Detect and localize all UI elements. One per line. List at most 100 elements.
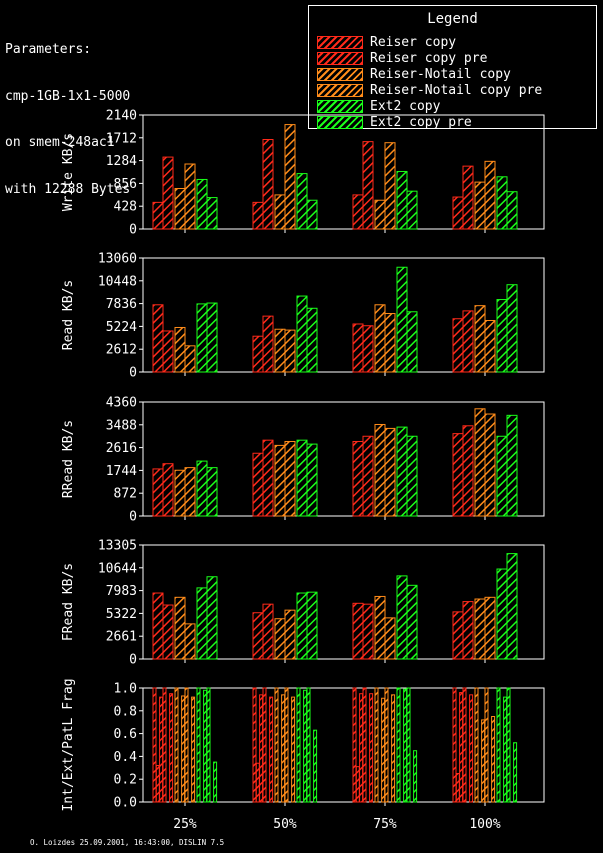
bar xyxy=(262,139,274,230)
bar xyxy=(484,413,496,517)
bar xyxy=(252,335,264,373)
bar xyxy=(506,414,518,517)
legend-swatch xyxy=(317,68,363,81)
bar xyxy=(384,687,389,803)
bar xyxy=(484,687,489,803)
bar xyxy=(496,299,508,373)
bar xyxy=(362,435,374,517)
bar xyxy=(174,188,186,230)
bar xyxy=(396,687,401,803)
bar xyxy=(496,568,508,660)
bar xyxy=(384,427,396,517)
bar xyxy=(406,687,411,803)
bar xyxy=(503,696,508,803)
bar xyxy=(362,603,374,660)
bar xyxy=(206,467,218,517)
bar xyxy=(196,178,208,230)
chart-panel: 0 872 1744 2616 3488 4360 RRead KB/s xyxy=(61,396,545,525)
y-tick-label: 2616 xyxy=(106,441,137,456)
bar xyxy=(391,694,396,803)
bar xyxy=(274,618,286,660)
bar xyxy=(184,345,196,373)
bar xyxy=(396,266,408,373)
bar xyxy=(496,435,508,517)
bar xyxy=(296,592,308,660)
bar xyxy=(284,440,296,517)
bar xyxy=(462,601,474,660)
bar xyxy=(306,199,318,230)
parameters-block: Parameters: cmp-1GB-1x1-5000 on smem-248… xyxy=(5,11,130,213)
chart-panel: 0 2661 5322 7983 10644 13305 FRead KB/s xyxy=(61,539,545,668)
bar xyxy=(474,181,486,230)
bar xyxy=(191,696,196,803)
y-tick-label: 2612 xyxy=(106,343,137,358)
bar xyxy=(274,194,286,230)
legend-item: Ext2 copy pre xyxy=(317,115,472,130)
y-tick-label: 872 xyxy=(114,487,137,502)
y-axis-label: FRead KB/s xyxy=(61,563,76,641)
bar xyxy=(303,689,308,803)
bar xyxy=(155,765,160,803)
x-tick-label: 100% xyxy=(469,817,500,832)
chart-panel: 0 2612 5224 7836 10448 13060 Read KB/s xyxy=(61,252,545,381)
bar xyxy=(181,695,186,803)
bar xyxy=(396,170,408,230)
bar xyxy=(206,197,218,230)
bar xyxy=(262,439,274,517)
bar xyxy=(406,584,418,660)
y-tick-label: 5224 xyxy=(106,320,137,335)
y-axis-label: RRead KB/s xyxy=(61,420,76,498)
bar xyxy=(484,319,496,373)
bar xyxy=(374,199,386,230)
bar xyxy=(452,196,464,230)
bar xyxy=(452,611,464,660)
bar xyxy=(513,742,518,803)
bar xyxy=(369,693,374,803)
y-tick-label: 10448 xyxy=(98,274,137,289)
bar xyxy=(469,694,474,803)
legend-swatch xyxy=(317,52,363,65)
x-tick-label: 75% xyxy=(373,817,397,832)
legend-swatch xyxy=(317,116,363,129)
bar xyxy=(184,163,196,230)
bar xyxy=(169,693,174,803)
bar xyxy=(359,693,364,803)
y-tick-label: 0.2 xyxy=(114,773,137,788)
x-tick-label: 50% xyxy=(273,817,297,832)
bar xyxy=(184,687,189,803)
bar xyxy=(174,469,186,517)
bar xyxy=(274,444,286,517)
bar xyxy=(284,609,296,660)
bar xyxy=(384,313,396,373)
y-tick-label: 13060 xyxy=(98,252,137,267)
legend-title: Legend xyxy=(427,11,478,27)
bar xyxy=(284,329,296,373)
bar xyxy=(174,687,179,803)
bar xyxy=(162,604,174,660)
bar xyxy=(203,689,208,803)
bar xyxy=(462,425,474,517)
bar xyxy=(162,156,174,230)
bar xyxy=(452,687,457,803)
bar xyxy=(474,305,486,373)
bar xyxy=(374,423,386,517)
bar xyxy=(459,692,464,803)
bar xyxy=(496,687,501,803)
bar xyxy=(362,325,374,373)
bar xyxy=(196,303,208,373)
y-tick-label: 13305 xyxy=(98,539,137,554)
bar xyxy=(306,307,318,373)
bar xyxy=(162,687,167,803)
y-tick-label: 3488 xyxy=(106,418,137,433)
bar xyxy=(413,750,418,803)
param-line: on smem-248ac1 xyxy=(5,135,115,150)
plot-frame xyxy=(142,401,545,517)
bar xyxy=(196,587,208,660)
bar xyxy=(352,323,364,373)
bar xyxy=(262,687,267,803)
bar xyxy=(455,773,460,803)
bar xyxy=(384,142,396,230)
bar xyxy=(506,191,518,230)
bar xyxy=(296,173,308,230)
legend-label: Reiser copy pre xyxy=(370,51,488,66)
